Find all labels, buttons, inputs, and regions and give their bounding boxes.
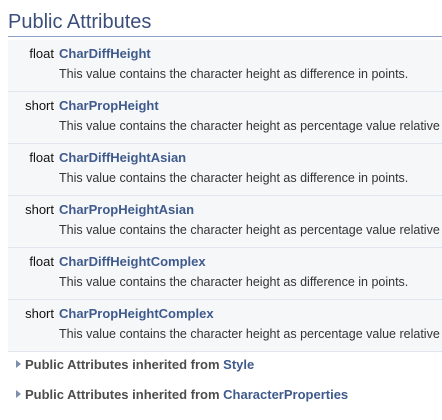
attribute-row: short CharPropHeightComplex This value c…: [8, 300, 442, 352]
attributes-table: float CharDiffHeight This value contains…: [8, 40, 442, 352]
inherited-link-style[interactable]: Style: [223, 357, 255, 372]
inherited-prefix: Public Attributes inherited from: [25, 357, 224, 372]
title-divider: [8, 36, 442, 37]
attribute-description: This value contains the character height…: [59, 223, 440, 237]
attribute-link-chardiffheightasian[interactable]: CharDiffHeightAsian: [59, 150, 187, 165]
attribute-row: float CharDiffHeightAsian This value con…: [8, 144, 442, 196]
attribute-description: This value contains the character height…: [59, 119, 440, 133]
attribute-link-charpropheightasian[interactable]: CharPropHeightAsian: [59, 202, 195, 217]
attribute-row: float CharDiffHeight This value contains…: [8, 40, 442, 92]
section-title: Public Attributes: [8, 11, 152, 33]
attribute-type: short: [25, 98, 54, 113]
attribute-link-charpropheightcomplex[interactable]: CharPropHeightComplex: [59, 306, 214, 321]
inherited-from-characterproperties-toggle[interactable]: Public Attributes inherited from Charact…: [8, 387, 442, 407]
attribute-type: float: [29, 254, 54, 269]
attribute-type: short: [25, 202, 54, 217]
attribute-description: This value contains the character height…: [59, 327, 440, 341]
attribute-description: This value contains the character height…: [59, 67, 409, 81]
triangle-right-icon: [16, 390, 21, 398]
attribute-description: This value contains the character height…: [59, 171, 409, 185]
inherited-prefix: Public Attributes inherited from: [25, 387, 224, 402]
inherited-link-characterproperties[interactable]: CharacterProperties: [223, 387, 349, 402]
attribute-row: short CharPropHeight This value contains…: [8, 92, 442, 144]
attribute-type: float: [29, 150, 54, 165]
attribute-row: short CharPropHeightAsian This value con…: [8, 196, 442, 248]
attribute-type: short: [25, 306, 54, 321]
attribute-row: float CharDiffHeightComplex This value c…: [8, 248, 442, 300]
attribute-link-chardiffheightcomplex[interactable]: CharDiffHeightComplex: [59, 254, 206, 269]
attribute-type: float: [29, 46, 54, 61]
attribute-link-chardiffheight[interactable]: CharDiffHeight: [59, 46, 151, 61]
triangle-right-icon: [16, 360, 21, 368]
attribute-description: This value contains the character height…: [59, 275, 409, 289]
inherited-from-style-toggle[interactable]: Public Attributes inherited from Style: [8, 357, 442, 377]
attribute-link-charpropheight[interactable]: CharPropHeight: [59, 98, 159, 113]
